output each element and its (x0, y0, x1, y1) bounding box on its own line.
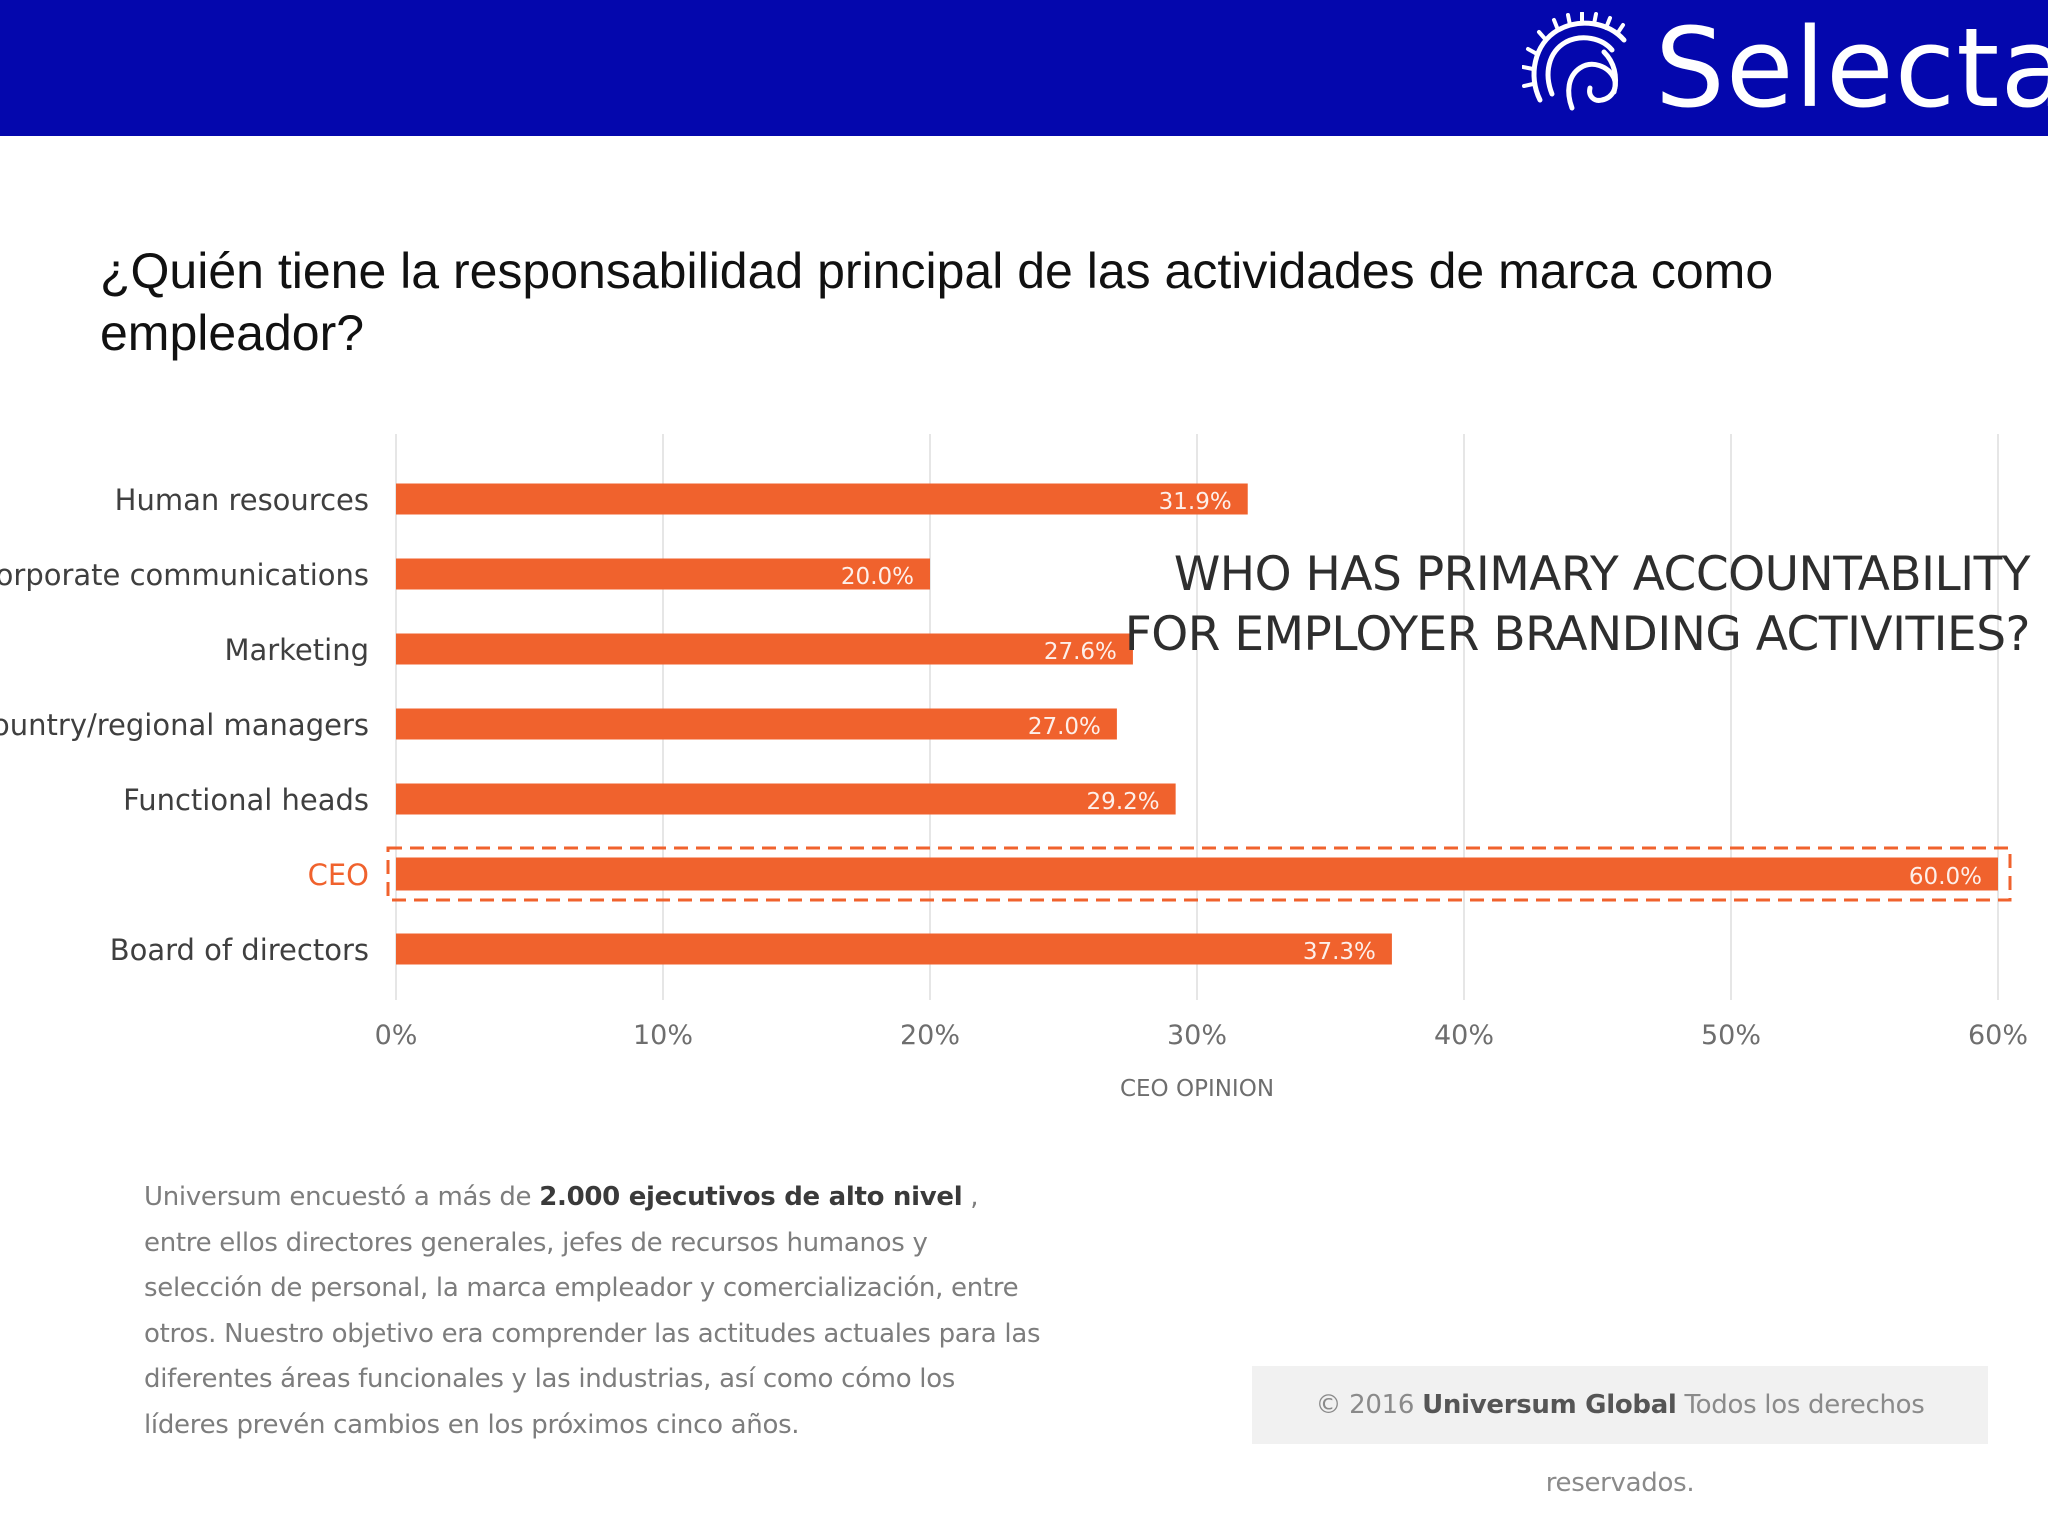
bar-value-label: 29.2% (1087, 789, 1160, 815)
category-label: Functional heads (123, 783, 369, 817)
copyright-prefix: © 2016 (1315, 1390, 1423, 1420)
category-label: Board of directors (110, 933, 369, 967)
bar-value-label: 60.0% (1909, 864, 1982, 890)
bar (396, 857, 1998, 891)
bar (396, 558, 930, 590)
footnote-highlight: 2.000 ejecutivos de alto nivel (539, 1182, 963, 1212)
bar-value-label: 27.0% (1028, 714, 1101, 740)
x-tick-label: 0% (375, 1020, 418, 1051)
bar-value-label: 20.0% (841, 564, 914, 590)
category-label: Corporate communications (0, 558, 369, 592)
x-tick-label: 40% (1434, 1020, 1494, 1051)
trojan-helmet-logo-icon (1522, 12, 1627, 111)
x-tick-label: 60% (1968, 1020, 2028, 1051)
footnote-text-start: Universum encuestó a más de (144, 1182, 540, 1212)
slide-title: ¿Quién tiene la responsabilidad principa… (100, 243, 1774, 361)
category-label: Human resources (115, 483, 369, 517)
bar (396, 783, 1176, 815)
bar-value-label: 37.3% (1303, 939, 1376, 965)
bar-value-label: 31.9% (1159, 489, 1232, 515)
x-tick-label: 50% (1701, 1020, 1761, 1051)
highlight-box (386, 846, 2012, 902)
bar-chart: 0% 10% 20% 30% 40% 50% 60% 31.9% Human resources… (0, 434, 2028, 1102)
x-tick-label: 30% (1167, 1020, 1227, 1051)
bar (396, 933, 1392, 965)
copyright-notice: © 2016 Universum Global Todos los derech… (1252, 1366, 1988, 1498)
copyright-suffix: Todos los derechos reservados. (1545, 1390, 1925, 1498)
x-tick-label: 10% (633, 1020, 693, 1051)
x-tick-label: 20% (900, 1020, 960, 1051)
category-label: Country/regional managers (0, 708, 369, 742)
bar (396, 483, 1248, 515)
bar-value-label: 27.6% (1044, 639, 1117, 665)
survey-footnote: Universum encuestó a más de 2.000 ejecut… (144, 1175, 1044, 1448)
chart-heading: WHO HAS PRIMARY ACCOUNTABILITY FOR EMPLO… (1124, 547, 2031, 662)
copyright-owner: Universum Global (1422, 1390, 1677, 1420)
footnote-text-end: , entre ellos directores generales, jefe… (144, 1182, 1041, 1440)
bar (396, 633, 1133, 665)
brand-name: Selecta (1655, 4, 2048, 132)
header-bar: Selecta (0, 0, 2048, 136)
bar (396, 708, 1117, 740)
x-axis-title: CEO OPINION (1120, 1076, 1274, 1102)
category-label: Marketing (224, 633, 369, 667)
category-label: CEO (308, 858, 369, 892)
